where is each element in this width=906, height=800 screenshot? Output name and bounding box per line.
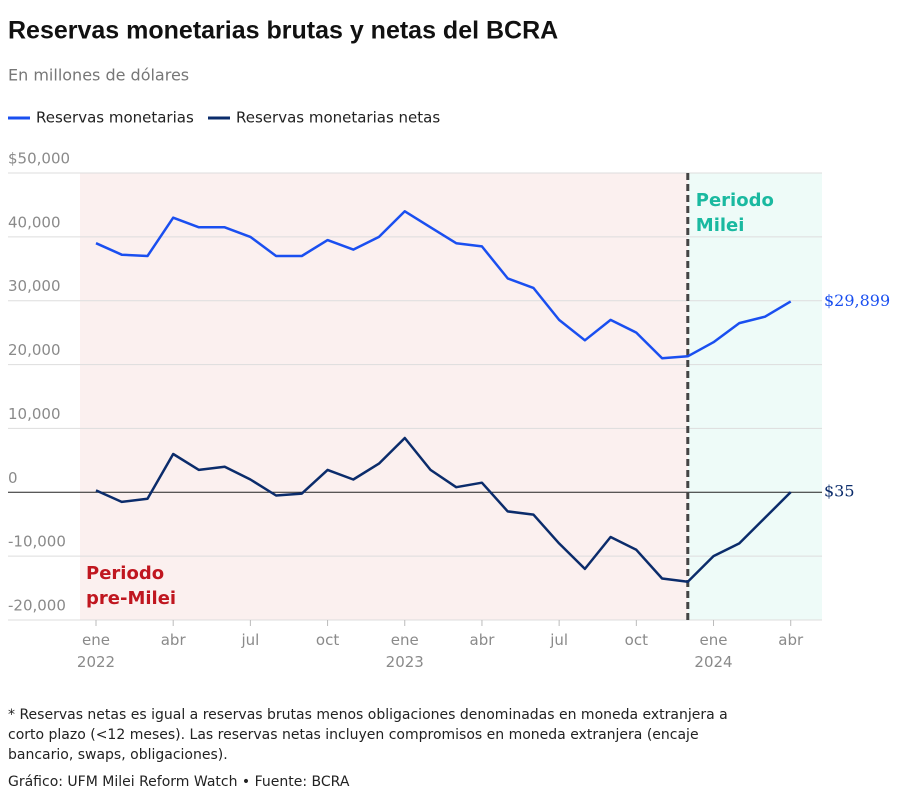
x-tick-label-line: 2022: [77, 653, 115, 671]
x-tick-label-line: oct: [625, 631, 648, 649]
x-tick-label: jul: [549, 631, 568, 649]
value-label: $35: [824, 482, 855, 501]
footnote: * Reservas netas es igual a reservas bru…: [8, 707, 728, 763]
chart: Reservas monetarias brutas y netas del B…: [8, 17, 890, 671]
x-tick-label-line: jul: [240, 631, 259, 649]
x-tick-label: ene 2022: [77, 631, 115, 671]
chart-title: Reservas monetarias brutas y netas del B…: [8, 17, 558, 45]
y-tick-label: $50,000: [8, 150, 70, 168]
x-tick-label: abr: [470, 631, 496, 649]
x-tick-label-line: ene: [391, 631, 419, 649]
annotation-line: pre-Milei: [86, 588, 176, 609]
x-tick-label-line: jul: [549, 631, 568, 649]
x-tick-label: abr: [161, 631, 187, 649]
y-tick-label: -20,000: [8, 597, 66, 615]
annotation-line: Periodo: [696, 190, 774, 211]
y-tick-label: 10,000: [8, 405, 61, 423]
x-tick-label-line: 2023: [386, 653, 424, 671]
post-period-shade: [687, 173, 822, 620]
x-tick-label: jul: [240, 631, 259, 649]
annotation-line: Milei: [696, 215, 745, 236]
x-tick-label: ene 2024: [694, 631, 732, 671]
series-line: [95, 210, 792, 360]
annotation-line: Periodo: [86, 563, 164, 584]
y-tick-label: -10,000: [8, 533, 66, 551]
legend-label: Reservas monetarias: [36, 109, 194, 127]
pre-period-shade: [80, 173, 688, 620]
annotation: Periodo Milei: [696, 190, 774, 236]
x-tick-label-line: abr: [778, 631, 804, 649]
x-tick-label-line: abr: [470, 631, 496, 649]
series-line: [95, 436, 792, 583]
y-tick-label: 0: [8, 469, 18, 487]
x-tick-label-line: ene: [82, 631, 110, 649]
value-label: $29,899: [824, 291, 890, 310]
x-tick-label-line: ene: [700, 631, 728, 649]
x-tick-label: oct: [316, 631, 339, 649]
y-tick-label: 30,000: [8, 277, 61, 295]
y-tick-label: 40,000: [8, 213, 61, 231]
source: Gráfico: UFM Milei Reform Watch • Fuente…: [8, 774, 350, 790]
annotation: Periodo pre-Milei: [86, 563, 176, 609]
legend-label: Reservas monetarias netas: [236, 109, 440, 127]
x-tick-label: oct: [625, 631, 648, 649]
x-tick-label-line: 2024: [694, 653, 732, 671]
x-tick-label-line: oct: [316, 631, 339, 649]
chart-subtitle: En millones de dólares: [8, 66, 189, 85]
y-tick-label: 20,000: [8, 341, 61, 359]
x-tick-label: ene 2023: [386, 631, 424, 671]
x-tick-label: abr: [778, 631, 804, 649]
x-tick-label-line: abr: [161, 631, 187, 649]
